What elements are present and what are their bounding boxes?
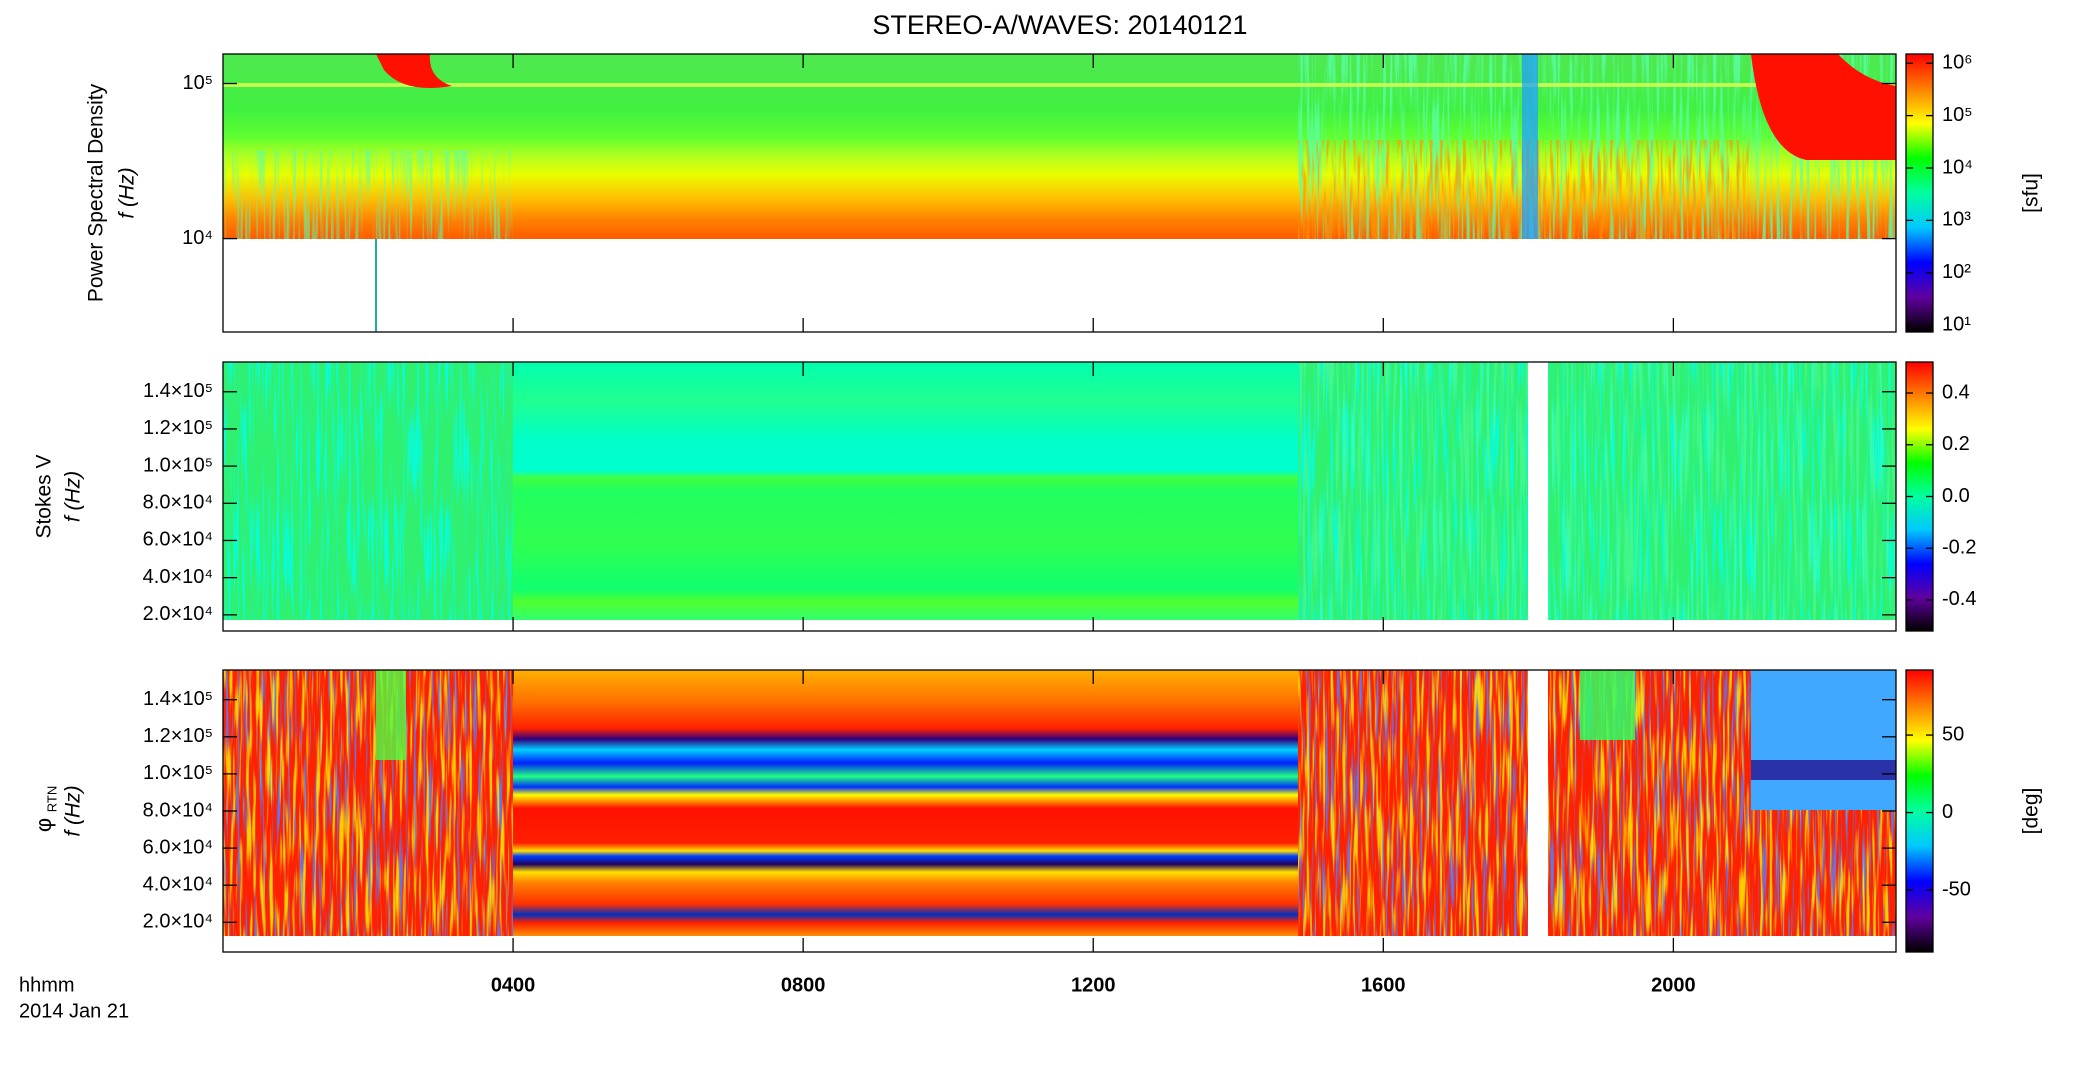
y-tick-label: 1.4×10⁵ [143, 688, 213, 710]
y-tick-label: 10⁵ [182, 72, 213, 94]
plot-frame [222, 361, 1897, 632]
colorbar-tick-label: 50 [1942, 723, 1964, 745]
heatmap-band [223, 83, 1896, 87]
heatmap-fill [513, 670, 1298, 936]
colorbar-tick-label: 0.4 [1942, 381, 1970, 403]
data-gap [223, 620, 1896, 631]
spectrogram-stokes [223, 362, 1896, 631]
data-gap [1528, 670, 1548, 952]
y-tick-label: 1.2×10⁵ [143, 725, 213, 747]
colorbar-tick-label: -0.2 [1942, 537, 1976, 559]
y-axis-quantity: φ [31, 818, 56, 832]
colorbar-tick-label: -0.4 [1942, 588, 1976, 610]
y-tick-label: 1.4×10⁵ [143, 380, 213, 402]
y-tick-label: 2.0×10⁴ [143, 603, 213, 625]
colorbar-tick-label: 10⁶ [1942, 52, 1972, 74]
y-tick-label: 1.2×10⁵ [143, 417, 213, 439]
colorbar-tick-label: 10² [1942, 261, 1971, 283]
y-axis-label: f (Hz) [62, 471, 85, 522]
y-tick-label: 4.0×10⁴ [143, 566, 213, 588]
x-tick-label: 0400 [491, 974, 536, 996]
heatmap-band [1580, 670, 1635, 740]
y-axis-quantity: Stokes V [33, 454, 56, 538]
x-axis-date: 2014 Jan 21 [19, 1000, 129, 1022]
y-tick-label: 1.0×10⁵ [143, 454, 213, 476]
heatmap-band [1751, 670, 1896, 810]
plot-frame [222, 53, 1897, 333]
y-tick-label: 8.0×10⁴ [143, 492, 213, 514]
heatmap-texture [223, 670, 513, 936]
y-axis-label: f (Hz) [116, 167, 139, 218]
colorbar-tick-label: 0 [1942, 801, 1953, 823]
colorbar-tick-label: 10⁵ [1942, 104, 1973, 126]
colorbar-tick-label: 10⁴ [1942, 156, 1973, 178]
spectrogram-phi [223, 670, 1896, 952]
burst [376, 54, 452, 88]
heatmap-texture [1298, 362, 1896, 620]
x-tick-label: 2000 [1651, 974, 1696, 996]
colorbar-tick-label: 10¹ [1942, 313, 1971, 335]
heatmap-fill [513, 362, 1298, 620]
colorbar-label: [deg] [2020, 788, 2043, 835]
y-tick-label: 8.0×10⁴ [143, 799, 213, 821]
x-tick-label: 0800 [781, 974, 826, 996]
x-axis-label: hhmm [19, 974, 75, 996]
chart-title: STEREO-A/WAVES: 20140121 [872, 10, 1247, 40]
data-gap [1528, 362, 1548, 631]
heatmap-texture [223, 362, 513, 620]
spectrogram-psd [223, 54, 1896, 332]
y-axis-label: f (Hz) [62, 785, 85, 836]
burst [1751, 54, 1896, 160]
colorbar-label: [sfu] [2020, 173, 2043, 213]
y-tick-label: 2.0×10⁴ [143, 911, 213, 933]
y-tick-label: 6.0×10⁴ [143, 529, 213, 551]
colorbar [1905, 669, 1934, 953]
y-tick-label: 4.0×10⁴ [143, 873, 213, 895]
x-tick-label: 1200 [1071, 974, 1116, 996]
colorbar-tick-label: -50 [1942, 878, 1971, 900]
y-axis-quantity: Power Spectral Density [85, 83, 108, 302]
heatmap-texture [223, 150, 513, 239]
y-tick-label: 1.0×10⁵ [143, 762, 213, 784]
heatmap-band [376, 670, 406, 760]
y-axis-quantity-sub: RTN [44, 786, 59, 812]
y-tick-label: 10⁴ [182, 227, 213, 249]
y-tick-label: 6.0×10⁴ [143, 836, 213, 858]
colorbar-tick-label: 0.0 [1942, 485, 1970, 507]
data-gap [223, 936, 1896, 952]
heatmap-band [1751, 760, 1896, 780]
colorbar-tick-label: 10³ [1942, 209, 1971, 231]
x-tick-label: 1600 [1361, 974, 1406, 996]
colorbar-tick-label: 0.2 [1942, 433, 1970, 455]
colorbar [1905, 53, 1934, 333]
heatmap-band [1522, 54, 1538, 239]
